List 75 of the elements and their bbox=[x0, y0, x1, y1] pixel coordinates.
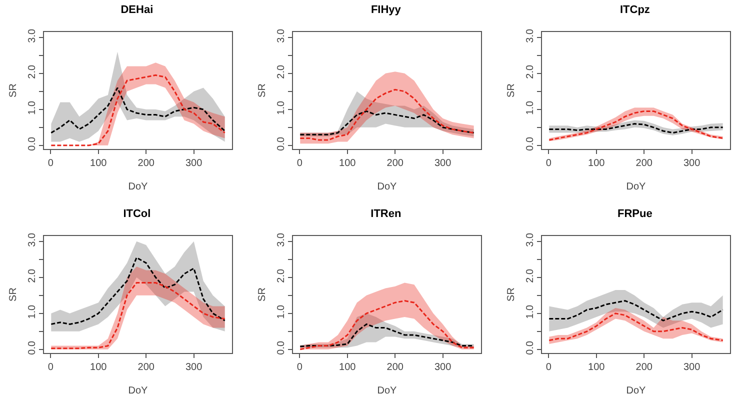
y-axis-title: SR bbox=[506, 84, 517, 98]
x-axis-title: DoY bbox=[377, 182, 398, 192]
x-tick-label: 100 bbox=[90, 158, 108, 169]
x-tick-label: 0 bbox=[296, 362, 303, 373]
line-series bbox=[50, 256, 226, 325]
x-tick-label: 200 bbox=[636, 362, 653, 373]
chart-title: FIHyy bbox=[370, 4, 402, 16]
y-tick-label: 2.0 bbox=[525, 268, 536, 283]
x-tick-label: 100 bbox=[90, 362, 108, 373]
y-tick-label: 2.0 bbox=[276, 268, 287, 283]
x-axis-title: DoY bbox=[626, 182, 646, 192]
y-tick-label: 3.0 bbox=[525, 232, 536, 247]
x-tick-label: 200 bbox=[138, 362, 155, 373]
y-tick-label: 3.0 bbox=[276, 232, 287, 247]
y-tick-label: 2.0 bbox=[27, 64, 38, 79]
line-series bbox=[299, 323, 475, 348]
y-axis-title: SR bbox=[8, 84, 19, 98]
y-tick-label: 0.0 bbox=[276, 136, 287, 151]
chart-title: ITCol bbox=[123, 208, 151, 220]
chart-title: ITCpz bbox=[620, 4, 650, 16]
x-axis-title: DoY bbox=[128, 182, 148, 192]
y-tick-label: 1.0 bbox=[27, 100, 38, 115]
x-tick-label: 300 bbox=[683, 158, 701, 169]
y-tick-label: 1.0 bbox=[27, 304, 38, 319]
y-tick-label: 3.0 bbox=[27, 232, 38, 247]
x-tick-label: 300 bbox=[185, 362, 203, 373]
x-tick-label: 0 bbox=[296, 158, 303, 169]
line-series bbox=[50, 87, 226, 134]
y-tick-label: 1.0 bbox=[525, 304, 536, 319]
x-tick-label: 100 bbox=[339, 362, 356, 373]
line-series bbox=[299, 300, 475, 350]
x-tick-label: 0 bbox=[546, 362, 552, 373]
y-tick-label: 3.0 bbox=[27, 28, 38, 43]
x-tick-label: 200 bbox=[386, 362, 404, 373]
x-tick-label: 300 bbox=[434, 362, 452, 373]
line-series bbox=[50, 74, 226, 146]
y-tick-label: 3.0 bbox=[276, 28, 287, 43]
x-tick-label: 100 bbox=[588, 362, 606, 373]
x-tick-label: 100 bbox=[588, 158, 606, 169]
y-tick-label: 1.0 bbox=[276, 304, 287, 319]
x-tick-label: 200 bbox=[636, 158, 653, 169]
y-tick-label: 2.0 bbox=[276, 64, 287, 79]
y-axis-title: SR bbox=[257, 84, 268, 98]
line-series bbox=[548, 123, 724, 134]
y-tick-label: 1.0 bbox=[276, 100, 287, 115]
x-tick-label: 0 bbox=[48, 362, 54, 373]
y-tick-label: 0.0 bbox=[276, 340, 287, 355]
y-tick-label: 2.0 bbox=[525, 64, 536, 79]
y-tick-label: 0.0 bbox=[27, 340, 38, 355]
y-tick-label: 0.0 bbox=[525, 340, 536, 355]
y-axis-title: SR bbox=[8, 288, 19, 302]
y-tick-label: 0.0 bbox=[525, 136, 536, 151]
y-tick-label: 1.0 bbox=[525, 100, 536, 115]
line-series bbox=[299, 110, 475, 136]
line-series bbox=[548, 300, 724, 322]
line-series bbox=[50, 282, 226, 350]
x-axis-title: DoY bbox=[128, 386, 148, 396]
chart-title: ITRen bbox=[370, 208, 402, 220]
x-axis-title: DoY bbox=[626, 386, 646, 396]
x-tick-label: 100 bbox=[339, 158, 356, 169]
y-tick-label: 3.0 bbox=[525, 28, 536, 43]
y-tick-label: 2.0 bbox=[27, 268, 38, 283]
x-tick-label: 300 bbox=[683, 362, 701, 373]
x-axis-title: DoY bbox=[377, 386, 398, 396]
x-tick-label: 200 bbox=[386, 158, 404, 169]
y-axis-title: SR bbox=[506, 288, 517, 302]
x-tick-label: 0 bbox=[48, 158, 54, 169]
x-tick-label: 200 bbox=[138, 158, 155, 169]
chart-title: FRPue bbox=[618, 208, 652, 220]
chart-title: DEHai bbox=[120, 4, 154, 16]
x-tick-label: 300 bbox=[434, 158, 452, 169]
y-axis-title: SR bbox=[257, 288, 268, 302]
x-tick-label: 0 bbox=[546, 158, 552, 169]
y-tick-label: 0.0 bbox=[27, 136, 38, 151]
x-tick-label: 300 bbox=[185, 158, 203, 169]
